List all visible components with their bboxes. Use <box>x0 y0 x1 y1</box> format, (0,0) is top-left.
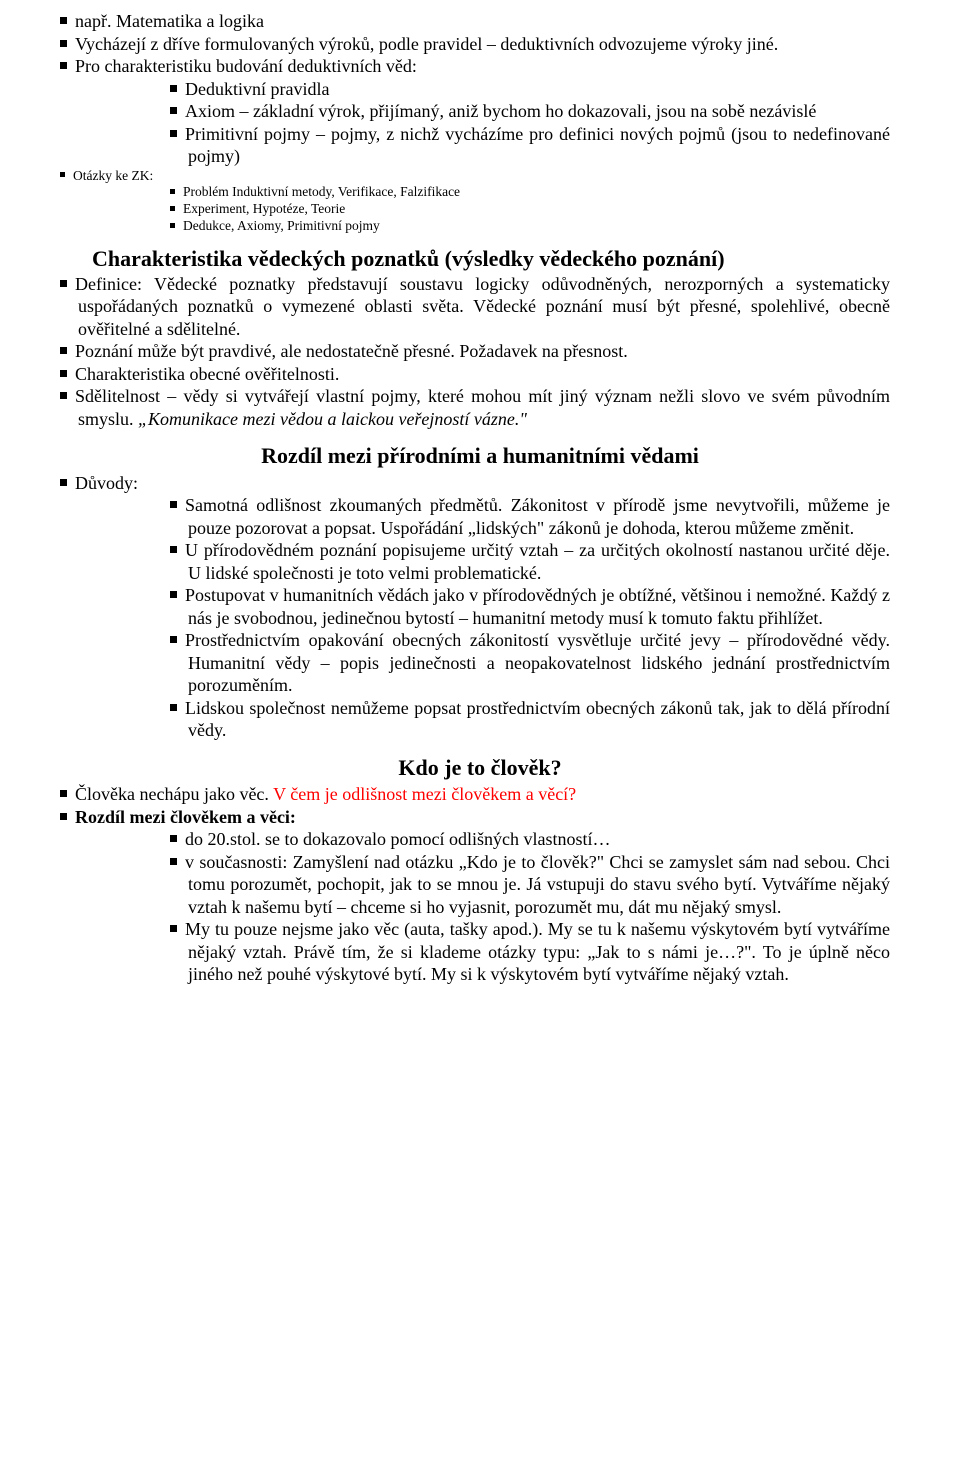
sec3-sub-list: do 20.stol. se to dokazovalo pomocí odli… <box>70 828 890 986</box>
square-bullet-icon <box>170 189 175 194</box>
list-item: Sdělitelnost – vědy si vytvářejí vlastní… <box>60 385 890 430</box>
square-bullet-icon <box>60 280 67 287</box>
list-item: Charakteristika obecné ověřitelnosti. <box>60 363 890 386</box>
square-bullet-icon <box>60 62 67 69</box>
square-bullet-icon <box>170 223 175 228</box>
text: Definice: Vědecké poznatky představují s… <box>75 274 890 339</box>
list-item: Postupovat v humanitních vědách jako v p… <box>170 584 890 629</box>
text: Dedukce, Axiomy, Primitivní pojmy <box>183 218 380 233</box>
text: Problém Induktivní metody, Verifikace, F… <box>183 184 460 199</box>
square-bullet-icon <box>60 392 67 399</box>
list-item: Otázky ke ZK: <box>60 168 890 185</box>
text: U přírodovědném poznání popisujeme určit… <box>185 540 890 583</box>
list-item: U přírodovědném poznání popisujeme určit… <box>170 539 890 584</box>
text: Charakteristika obecné ověřitelnosti. <box>75 364 339 384</box>
square-bullet-icon <box>170 546 177 553</box>
text: Prostřednictvím opakování obecných zákon… <box>185 630 890 695</box>
section-heading-kdo: Kdo je to člověk? <box>70 754 890 782</box>
square-bullet-icon <box>170 636 177 643</box>
square-bullet-icon <box>170 858 177 865</box>
list-item: Deduktivní pravidla <box>170 78 890 101</box>
text: Poznání může být pravdivé, ale nedostate… <box>75 341 628 361</box>
list-item: do 20.stol. se to dokazovalo pomocí odli… <box>170 828 890 851</box>
list-item: v současnosti: Zamyšlení nad otázku „Kdo… <box>170 851 890 919</box>
square-bullet-icon <box>170 835 177 842</box>
list-item: Pro charakteristiku budování deduktivníc… <box>60 55 890 78</box>
text: Pro charakteristiku budování deduktivníc… <box>75 56 417 76</box>
list-item: Prostřednictvím opakování obecných zákon… <box>170 629 890 697</box>
list-item: Problém Induktivní metody, Verifikace, F… <box>170 184 890 201</box>
square-bullet-icon <box>60 17 67 24</box>
square-bullet-icon <box>170 85 177 92</box>
sec2-sub-list: Samotná odlišnost zkoumaných předmětů. Z… <box>70 494 890 742</box>
sec3-list: Člověka nechápu jako věc. V čem je odliš… <box>70 783 890 828</box>
sub-list: Deduktivní pravidla Axiom – základní výr… <box>70 78 890 168</box>
top-list: např. Matematika a logika Vycházejí z dř… <box>70 10 890 78</box>
section-heading-rozdil: Rozdíl mezi přírodními a humanitními věd… <box>70 442 890 470</box>
list-item: Lidskou společnost nemůžeme popsat prost… <box>170 697 890 742</box>
list-item: např. Matematika a logika <box>60 10 890 33</box>
text: My tu pouze nejsme jako věc (auta, tašky… <box>185 919 890 984</box>
square-bullet-icon <box>60 370 67 377</box>
list-item: Experiment, Hypotéze, Teorie <box>170 201 890 218</box>
text: Důvody: <box>75 473 138 493</box>
text-bold: Rozdíl mezi člověkem a věci: <box>75 807 296 827</box>
otazky-sub-list: Problém Induktivní metody, Verifikace, F… <box>70 184 890 235</box>
text: Axiom – základní výrok, přijímaný, aniž … <box>185 101 816 121</box>
section-heading-charakteristika: Charakteristika vědeckých poznatků (výsl… <box>92 245 890 273</box>
square-bullet-icon <box>60 347 67 354</box>
text: Experiment, Hypotéze, Teorie <box>183 201 345 216</box>
square-bullet-icon <box>170 925 177 932</box>
square-bullet-icon <box>170 704 177 711</box>
square-bullet-icon <box>60 479 67 486</box>
list-item: Rozdíl mezi člověkem a věci: <box>60 806 890 829</box>
text-red: V čem je odlišnost mezi člověkem a věcí? <box>273 784 576 804</box>
text: Samotná odlišnost zkoumaných předmětů. Z… <box>185 495 890 538</box>
list-item: Dedukce, Axiomy, Primitivní pojmy <box>170 218 890 235</box>
text: Člověka nechápu jako věc. <box>75 784 273 804</box>
list-item: Primitivní pojmy – pojmy, z nichž vycház… <box>170 123 890 168</box>
text-italic: „Komunikace mezi vědou a laickou veřejno… <box>138 409 527 429</box>
square-bullet-icon <box>170 501 177 508</box>
square-bullet-icon <box>60 813 67 820</box>
otazky-list: Otázky ke ZK: <box>70 168 890 185</box>
square-bullet-icon <box>60 40 67 47</box>
square-bullet-icon <box>170 130 177 137</box>
text: Vycházejí z dříve formulovaných výroků, … <box>75 34 778 54</box>
list-item: Člověka nechápu jako věc. V čem je odliš… <box>60 783 890 806</box>
text: Otázky ke ZK: <box>73 168 153 183</box>
list-item: Vycházejí z dříve formulovaných výroků, … <box>60 33 890 56</box>
list-item: Samotná odlišnost zkoumaných předmětů. Z… <box>170 494 890 539</box>
square-bullet-icon <box>170 591 177 598</box>
square-bullet-icon <box>170 206 175 211</box>
list-item: Poznání může být pravdivé, ale nedostate… <box>60 340 890 363</box>
text: Postupovat v humanitních vědách jako v p… <box>185 585 890 628</box>
text: např. Matematika a logika <box>75 11 264 31</box>
list-item: My tu pouze nejsme jako věc (auta, tašky… <box>170 918 890 986</box>
text: Lidskou společnost nemůžeme popsat prost… <box>185 698 890 741</box>
sec2-lead: Důvody: <box>70 472 890 495</box>
text: Deduktivní pravidla <box>185 79 329 99</box>
list-item: Definice: Vědecké poznatky představují s… <box>60 273 890 341</box>
sec1-list: Definice: Vědecké poznatky představují s… <box>70 273 890 431</box>
text: Primitivní pojmy – pojmy, z nichž vycház… <box>185 124 890 167</box>
list-item: Axiom – základní výrok, přijímaný, aniž … <box>170 100 890 123</box>
square-bullet-icon <box>170 107 177 114</box>
square-bullet-icon <box>60 790 67 797</box>
text: do 20.stol. se to dokazovalo pomocí odli… <box>185 829 610 849</box>
text: v současnosti: Zamyšlení nad otázku „Kdo… <box>185 852 890 917</box>
square-bullet-icon <box>60 172 65 177</box>
list-item: Důvody: <box>60 472 890 495</box>
